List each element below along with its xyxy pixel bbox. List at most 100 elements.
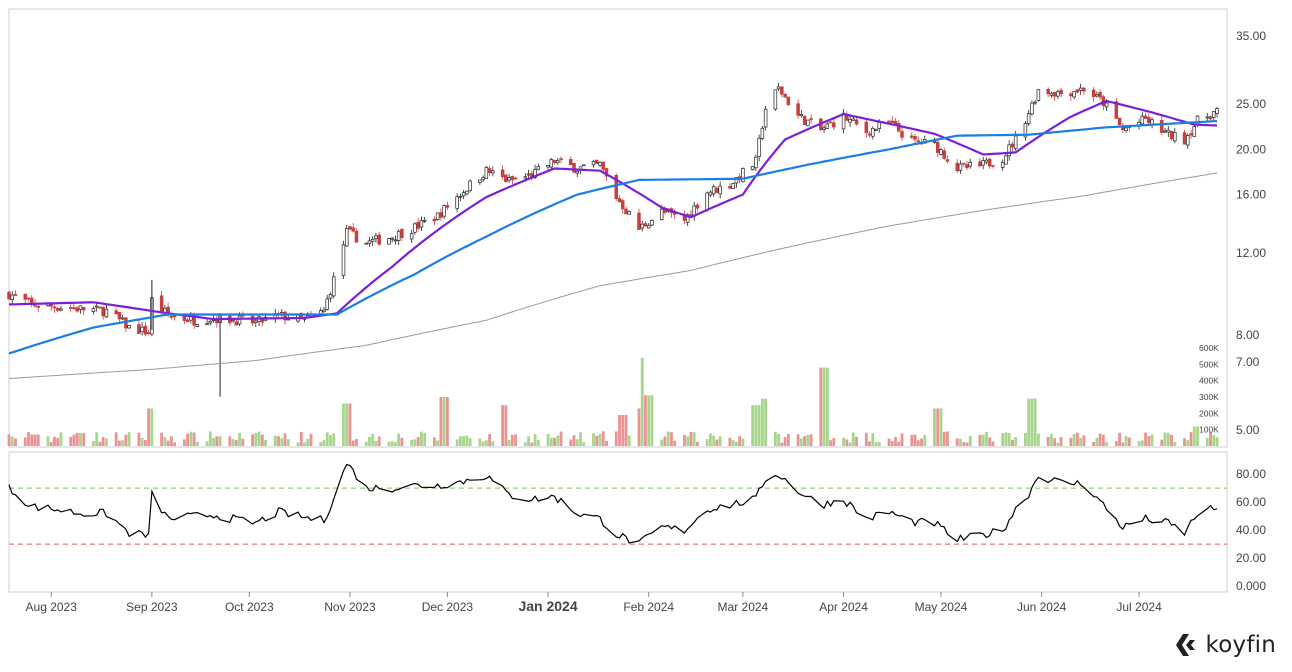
candle-body — [1163, 130, 1167, 133]
candle — [984, 157, 989, 165]
volume-bar — [855, 436, 858, 446]
candle — [981, 156, 985, 170]
candle — [435, 212, 440, 221]
candle — [1030, 100, 1034, 116]
candle-body — [659, 208, 664, 220]
volume-bar — [777, 433, 781, 446]
candle-body — [533, 169, 537, 178]
volume-tick-label: 400K — [1199, 376, 1219, 386]
candle-body — [559, 158, 563, 161]
x-axis: Aug 2023 Sep 2023 Oct 2023 Nov 2023 Dec 2023… — [26, 592, 1162, 614]
volume-bar — [598, 433, 602, 446]
candle-body — [468, 180, 472, 192]
candle-body — [348, 226, 352, 230]
volume-bar — [303, 442, 306, 446]
candle-body — [1143, 115, 1148, 119]
volume-bar — [1140, 440, 1144, 446]
candle — [1189, 129, 1193, 139]
volume-bar — [1098, 433, 1102, 446]
candle — [627, 210, 631, 215]
candle — [1137, 119, 1141, 130]
volume-bar — [663, 436, 667, 446]
candle — [572, 162, 576, 174]
candle — [465, 190, 469, 196]
volume-bar — [1205, 438, 1209, 446]
candle-body — [1212, 111, 1216, 118]
volume-bar — [842, 437, 845, 446]
x-tick-label: May 2024 — [915, 600, 968, 614]
volume-bar — [819, 367, 823, 446]
volume-bar — [1046, 436, 1050, 446]
candle — [786, 96, 791, 106]
volume-bar — [955, 438, 959, 446]
candle — [432, 215, 437, 226]
candle-body — [234, 321, 239, 326]
candle — [400, 228, 404, 241]
volume-bar — [212, 437, 215, 446]
candle-body — [409, 233, 414, 240]
candle-body — [549, 159, 554, 168]
y-axis: 35.00 25.00 20.00 16.00 12.00 8.00 7.00 5.00 600… — [1199, 29, 1266, 593]
candle — [741, 167, 745, 183]
candle-body — [754, 156, 758, 169]
candle — [208, 320, 213, 326]
candle-body — [422, 220, 427, 222]
candle — [1023, 121, 1028, 141]
candle-body — [237, 315, 242, 325]
candle — [549, 157, 554, 171]
volume-bar — [82, 432, 86, 446]
candle — [374, 232, 378, 243]
candle — [910, 132, 914, 139]
koyfin-logo-icon — [1175, 634, 1195, 656]
candle — [1075, 88, 1080, 94]
volume-bar — [991, 441, 995, 446]
candle — [439, 208, 443, 221]
candle-body — [984, 159, 989, 163]
candle — [848, 116, 852, 127]
candle-body — [1192, 126, 1197, 137]
price-tick-label: 7.00 — [1236, 355, 1260, 369]
candle-body — [510, 176, 515, 181]
volume-bar — [296, 442, 300, 446]
candle-body — [871, 128, 875, 137]
candle-body — [461, 192, 466, 197]
candle — [1091, 87, 1096, 102]
candle — [569, 156, 573, 166]
volume-bar — [894, 437, 897, 446]
volume-bar — [962, 442, 966, 446]
candle — [215, 315, 219, 328]
rsi-tick-label: 40.00 — [1236, 523, 1266, 537]
volume-bar — [527, 436, 530, 446]
volume-bar — [1196, 426, 1199, 446]
candle-body — [435, 212, 440, 220]
x-tick-label: Jul 2024 — [1116, 600, 1162, 614]
candle — [1072, 91, 1076, 100]
volume-bar — [647, 395, 651, 446]
candle — [1163, 127, 1167, 134]
candle-body — [932, 140, 937, 143]
volume-bar — [1173, 442, 1177, 446]
candle-body — [569, 159, 573, 166]
candle-body — [867, 133, 872, 136]
volume-bar — [420, 431, 423, 446]
candle — [890, 116, 895, 123]
candle — [643, 221, 648, 227]
candle-body — [1078, 87, 1083, 91]
candle-body — [1186, 135, 1190, 146]
volume-bar — [342, 403, 345, 446]
candle-body — [825, 123, 830, 129]
candle-body — [75, 307, 79, 312]
candle — [117, 311, 122, 324]
candle — [513, 176, 518, 180]
chart-frame — [8, 8, 1228, 593]
candle — [968, 158, 972, 169]
candle-body — [513, 177, 518, 180]
volume-bar — [1170, 434, 1173, 446]
x-tick-label: Aug 2023 — [26, 600, 78, 614]
volume-bar — [140, 437, 144, 446]
candle-body — [491, 170, 495, 174]
candle — [942, 147, 946, 160]
candle-body — [55, 308, 60, 311]
